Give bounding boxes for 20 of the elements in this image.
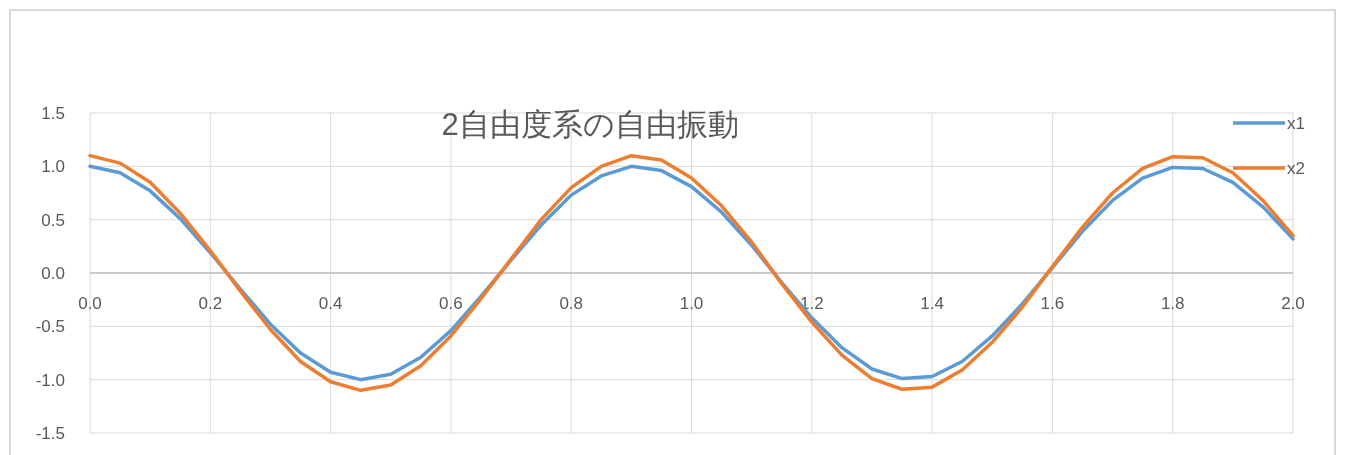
x-tick-label: 1.8 <box>1160 294 1185 313</box>
x-tick-label: 0.4 <box>318 294 343 313</box>
y-tick-label: -1.0 <box>35 370 65 390</box>
x-tick-label: 1.0 <box>679 294 704 313</box>
x-tick-label: 1.4 <box>920 294 944 313</box>
y-tick-label: 1.5 <box>41 104 65 123</box>
x-tick-label: 0.8 <box>559 294 584 313</box>
y-tick-label: 0.0 <box>41 264 65 283</box>
chart-title: 2自由度系の自由振動 <box>441 107 739 142</box>
x-tick-label: 0.6 <box>439 294 463 313</box>
x-tick-label: 0.2 <box>198 294 223 313</box>
y-tick-label: 0.5 <box>41 210 65 230</box>
x-tick-label: 2.0 <box>1281 294 1305 313</box>
legend-label: x2 <box>1287 159 1305 178</box>
x-tick-label: 0.0 <box>78 294 102 313</box>
y-tick-label: -1.5 <box>35 424 65 443</box>
x-tick-label: 1.6 <box>1040 294 1065 313</box>
y-tick-label: -0.5 <box>35 317 65 337</box>
legend-label: x1 <box>1287 114 1305 133</box>
y-tick-label: 1.0 <box>41 157 65 177</box>
